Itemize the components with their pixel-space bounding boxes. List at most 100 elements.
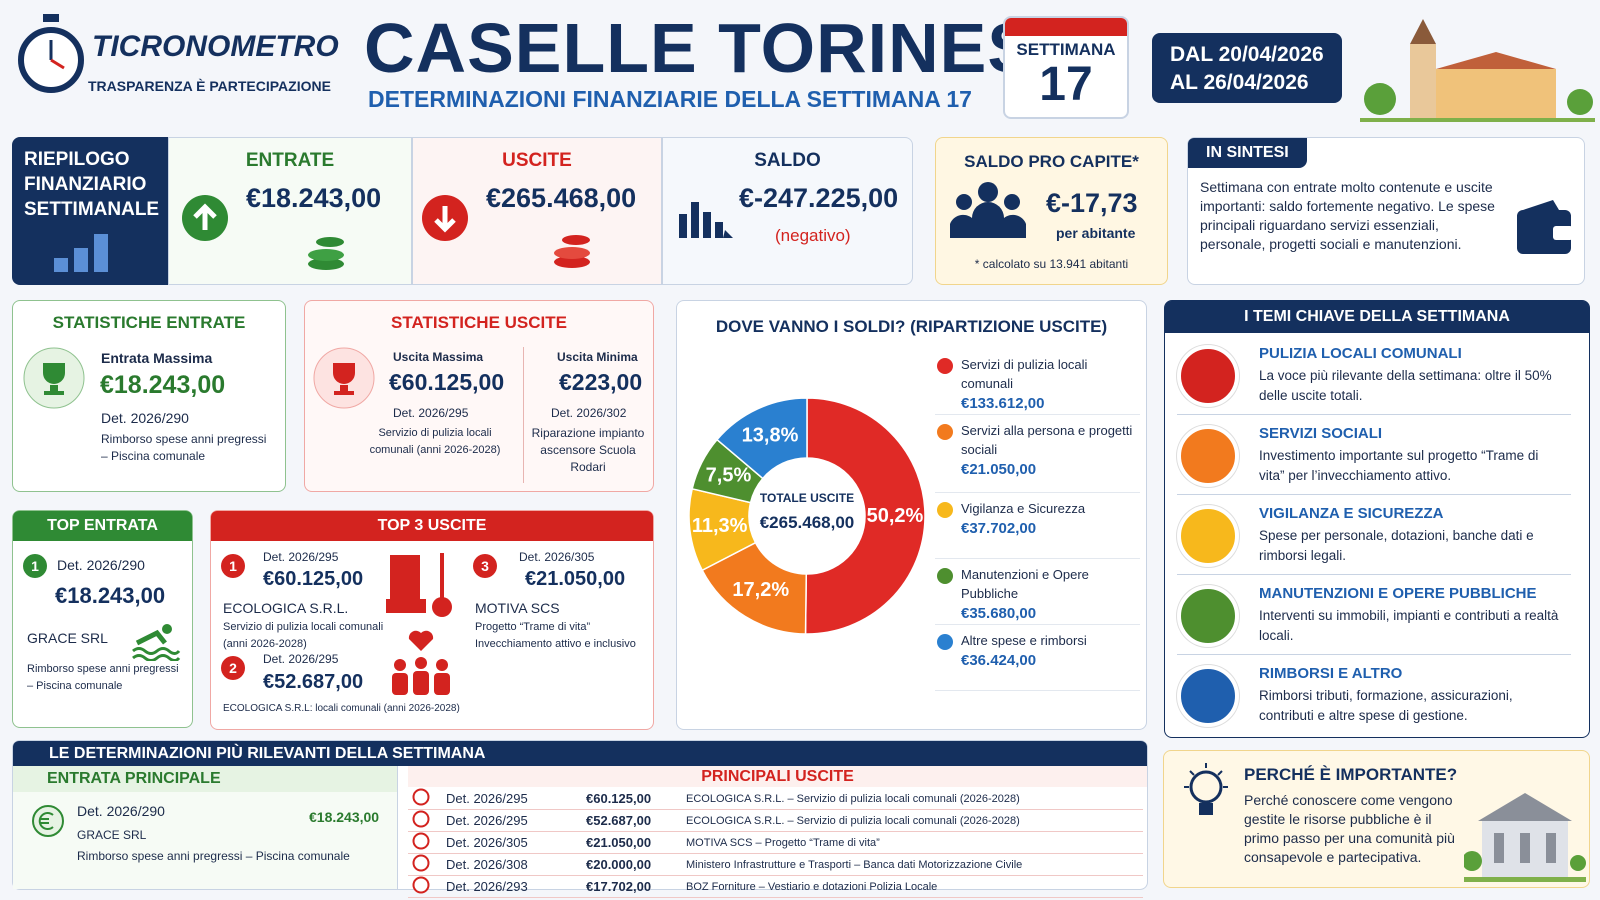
temi-title: I TEMI CHIAVE DELLA SETTIMANA: [1165, 301, 1589, 333]
row-det: Det. 2026/308: [438, 853, 578, 876]
row-desc: Ministero Infrastrutture e Trasporti – B…: [678, 853, 1143, 876]
legend-amount: €21.050,00: [961, 461, 1037, 478]
tema-icon: [1177, 665, 1239, 727]
tema-item: RIMBORSI E ALTRO Rimborsi tributi, formaz…: [1177, 655, 1571, 735]
top-entrata-amount: €18.243,00: [55, 583, 166, 608]
entrate-amount: €18.243,00: [246, 183, 382, 213]
slice-label: 17,2%: [732, 579, 789, 601]
uscita-min-amount: €223,00: [559, 369, 643, 395]
logo-subtitle: TRASPARENZA È PARTECIPAZIONE: [88, 78, 331, 94]
tema-text: Spese per personale, dotazioni, banche d…: [1259, 528, 1534, 563]
legend-item: Servizi di pulizia locali comunali €133.6…: [935, 355, 1140, 415]
wallet-icon: [1517, 200, 1573, 254]
legend-label: Altre spese e rimborsi: [961, 633, 1087, 648]
saldo-note: (negativo): [775, 226, 851, 245]
entrata-det: Det. 2026/290: [77, 803, 165, 819]
tema-icon: [1177, 425, 1239, 487]
uscita-min-label: Uscita Minima: [557, 350, 638, 364]
top-entrata-desc: Rimborso spese anni pregressi – Piscina …: [27, 663, 179, 692]
tema-item: VIGILANZA E SICUREZZA Spese per personale…: [1177, 495, 1571, 575]
uscita-max-amount: €60.125,00: [389, 369, 505, 395]
uscita-max-det: Det. 2026/295: [393, 406, 469, 420]
entrata-principale: ENTRATA PRINCIPALE Det. 2026/290 €18.243…: [13, 766, 398, 889]
uscite-title: USCITE: [502, 150, 572, 171]
uscite-amount: €265.468,00: [486, 183, 637, 213]
saldo-amount: €-247.225,00: [739, 183, 899, 213]
slice-label: 11,3%: [692, 515, 748, 537]
row-det: Det. 2026/295: [438, 788, 578, 810]
row-det: Det. 2026/305: [438, 831, 578, 854]
legend-swatch: [937, 634, 953, 650]
stopwatch-icon: [18, 14, 84, 93]
uscite-table: Det. 2026/295 €60.125,00 ECOLOGICA S.R.L. …: [408, 788, 1143, 898]
legend-amount: €36.424,00: [961, 652, 1037, 669]
sintesi-title: IN SINTESI: [1188, 138, 1307, 168]
townhall-icon: [1464, 793, 1586, 882]
stats-entrate-det: Det. 2026/290: [101, 410, 189, 426]
row-desc: BOZ Forniture – Vestiario e dotazioni Po…: [678, 875, 1143, 898]
tema-title: VIGILANZA E SICUREZZA: [1259, 505, 1444, 522]
people-icon: [950, 182, 1026, 238]
coins-icon: [554, 235, 590, 268]
coins-icon: [308, 237, 344, 270]
tema-icon: [1177, 585, 1239, 647]
top-entrata-name: GRACE SRL: [27, 630, 108, 646]
stats-entrate-amount: €18.243,00: [100, 371, 226, 399]
calendar: SETTIMANA 17: [1003, 16, 1129, 119]
table-row: Det. 2026/308 €20.000,00 Ministero Infrast…: [408, 853, 1143, 876]
uscita-amount: €52.687,00: [263, 671, 364, 693]
rilevanti-card: LE DETERMINAZIONI PIÙ RILEVANTI DELLA SE…: [12, 740, 1148, 898]
swimmer-icon: [132, 624, 181, 661]
donut-slice: [804, 397, 926, 635]
cleaning-icon: [386, 553, 452, 617]
rank-badge: 1: [23, 554, 47, 578]
euro-icon: [412, 854, 430, 872]
legend-amount: €37.702,00: [961, 520, 1037, 537]
saldo-title: SALDO: [754, 150, 821, 171]
week-label: SETTIMANA: [1016, 40, 1116, 59]
date-range: DAL 20/04/2026 AL 26/04/2026: [1152, 33, 1342, 103]
row-icon-cell: [408, 853, 438, 876]
rank-badge: 2: [221, 656, 245, 680]
stats-uscite-card: STATISTICHE USCITE Uscita Massima €60.12…: [304, 300, 654, 492]
legend-amount: €35.680,00: [961, 605, 1037, 622]
row-icon-cell: [408, 788, 438, 810]
stats-entrate-label: Entrata Massima: [101, 350, 213, 366]
page-title: CASELLE TORINESE: [364, 9, 1083, 87]
pro-capite-unit: per abitante: [1056, 225, 1136, 241]
legend-item: Vigilanza e Sicurezza €37.702,00: [935, 499, 1140, 559]
row-det: Det. 2026/295: [438, 809, 578, 832]
tema-title: MANUTENZIONI E OPERE PUBBLICHE: [1259, 585, 1537, 602]
legend-item: Altre spese e rimborsi €36.424,00: [935, 631, 1140, 691]
top-entrata-det: Det. 2026/290: [57, 557, 145, 573]
donut-slice: [701, 541, 808, 635]
uscita-desc: Progetto “Trame di vita” Invecchiamento …: [475, 621, 636, 650]
table-row: Det. 2026/293 €17.702,00 BOZ Forniture – V…: [408, 875, 1143, 898]
euro-circle: [412, 832, 430, 850]
summary-label-box: RIEPILOGO FINANZIARIO SETTIMANALE: [12, 137, 169, 285]
stats-entrate-card: STATISTICHE ENTRATE Entrata Massima €18.…: [12, 300, 286, 492]
pro-capite-card: SALDO PRO CAPITE* €-17,73 per abitante *…: [935, 137, 1168, 285]
slice-label: 13,8%: [742, 424, 799, 446]
uscite-card: USCITE €265.468,00: [412, 137, 662, 285]
legend-swatch: [937, 358, 953, 374]
tema-item: SERVIZI SOCIALI Investimento importante s…: [1177, 415, 1571, 495]
tema-title: RIMBORSI E ALTRO: [1259, 665, 1403, 682]
tema-item: PULIZIA LOCALI COMUNALI La voce più rilev…: [1177, 335, 1571, 415]
pro-capite-amount: €-17,73: [1046, 188, 1138, 218]
tema-text: Investimento importante sul progetto “Tr…: [1259, 448, 1539, 483]
row-det: Det. 2026/293: [438, 875, 578, 898]
principali-uscite-title: PRINCIPALI USCITE: [408, 766, 1147, 787]
uscita-name: MOTIVA SCS: [475, 600, 560, 616]
slice-label: 50,2%: [867, 505, 924, 527]
row-icon-cell: [408, 831, 438, 854]
center-value: €265.468,00: [760, 513, 855, 532]
top-entrata-title: TOP ENTRATA: [13, 511, 192, 541]
uscita-det: Det. 2026/295: [263, 550, 339, 564]
divider: [523, 347, 524, 483]
legend-label: Manutenzioni e Opere Pubbliche: [961, 567, 1089, 601]
saldo-card: SALDO €-247.225,00 (negativo): [662, 137, 913, 285]
page-subtitle: DETERMINAZIONI FINANZIARIE DELLA SETTIMA…: [368, 86, 972, 112]
top-entrata-card: TOP ENTRATA 1 Det. 2026/290 €18.243,00 G…: [12, 510, 193, 728]
